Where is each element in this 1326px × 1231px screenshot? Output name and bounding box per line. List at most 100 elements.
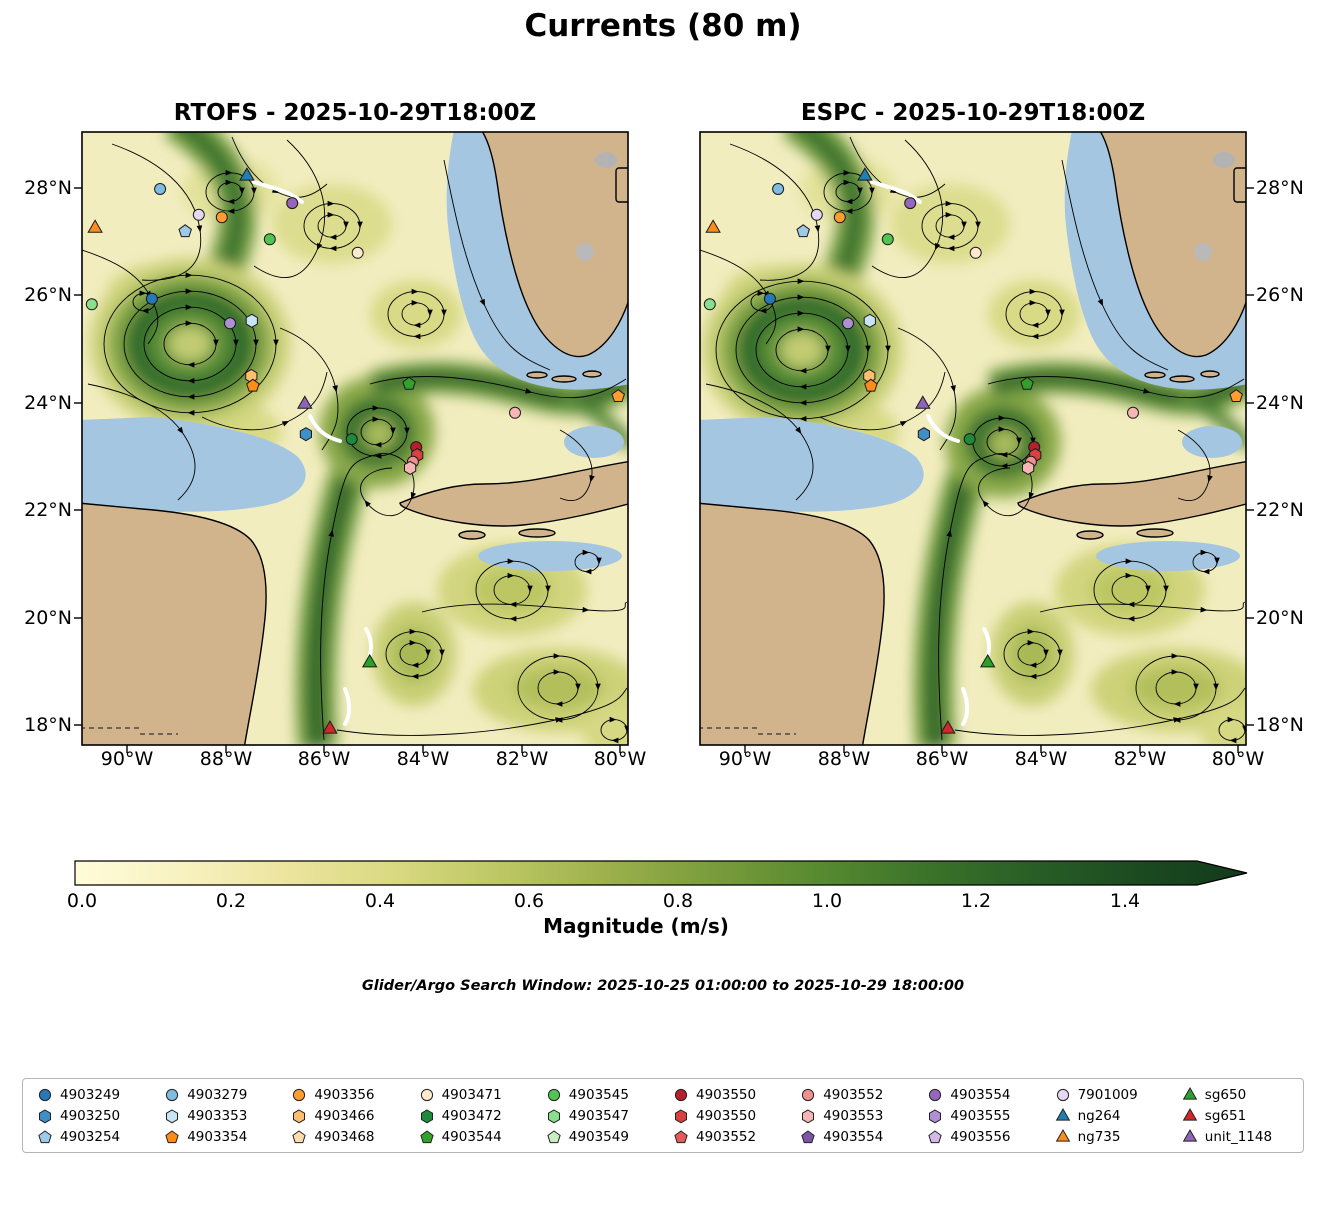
legend-item: 4903550 [663,1087,790,1103]
legend-marker-circle-icon [38,1088,52,1101]
legend-item: 4903553 [790,1108,917,1124]
colorbar-tick-label: 1.4 [1109,890,1141,912]
legend-item: 4903249 [27,1087,154,1103]
platform-marker-sg650 [361,653,378,668]
legend-item: 7901009 [1045,1087,1172,1103]
platform-marker-4903279 [154,183,167,195]
legend-item: 4903254 [27,1129,154,1145]
legend-label: sg651 [1204,1107,1247,1124]
legend-marker-circle-icon [420,1088,433,1101]
platform-markers [703,167,1243,734]
legend-label: 4903471 [441,1086,502,1103]
map-espc [699,131,1254,753]
platform-marker-7901009 [810,208,823,221]
platform-markers [85,167,625,734]
country-border-dashed [700,727,796,735]
florida-peninsula [481,132,628,358]
legend-item: sg650 [1172,1086,1299,1103]
legend-marker-hexagon-icon [929,1108,942,1123]
legend-label: 4903554 [950,1086,1011,1103]
x-tick-label: 90°W [718,748,772,770]
platform-marker-7901009 [192,208,205,221]
land [82,132,628,745]
legend-marker-pentagon-icon [38,1129,52,1143]
platform-marker-sg650 [979,653,996,668]
legend-marker-triangle-icon [1182,1086,1198,1100]
lake-okeechobee [576,243,594,261]
legend-marker-hexagon-icon [547,1108,560,1123]
legend-label: 4903466 [314,1107,375,1124]
colorbar-label: Magnitude (m/s) [543,914,729,938]
x-tick-label: 90°W [100,748,154,770]
platform-marker-4903544 [402,376,416,390]
legend-marker-pentagon-icon [292,1129,307,1143]
legend-marker-circle-icon [802,1088,815,1101]
legend-label: 4903554 [823,1128,884,1145]
legend-item: 4903250 [27,1108,154,1124]
legend-label: 4903552 [823,1086,884,1103]
y-tick-label-left: 24°N [24,392,72,414]
legend-marker-pentagon-icon [928,1129,943,1143]
platform-marker-4903545 [263,233,276,246]
colorbar-tick-label: 0.2 [215,890,247,912]
legend-item: 4903552 [790,1087,917,1103]
legend-item: 4903354 [154,1129,281,1145]
legend-label: 4903550 [695,1086,757,1103]
colorbar-tick-label: 0.4 [364,890,396,912]
platform-marker-4903547 [85,298,98,311]
platform-marker-4903354 [864,378,878,392]
platform-marker-4903279 [772,183,785,195]
legend-label: 4903254 [60,1128,121,1145]
platform-marker-4903471 [351,246,364,259]
platform-marker-4903254 [178,224,192,238]
legend-marker-hexagon-icon [166,1108,179,1123]
legend-marker-hexagon-icon [39,1108,51,1123]
platform-marker-4903544 [1020,376,1034,390]
legend-item: 4903554 [790,1129,917,1145]
legend-label: 4903472 [441,1107,502,1124]
platform-marker-4903552 [1229,389,1243,402]
x-tick-label: 88°W [817,748,871,770]
yucatan-peninsula [700,502,885,745]
legend-label: unit_1148 [1204,1128,1273,1145]
y-tick-label-left: 18°N [24,714,72,736]
platform-marker-4903554 [286,197,299,210]
legend-marker-circle-icon [293,1088,306,1101]
platform-marker-4903254 [796,224,810,238]
figure-title: Currents (80 m) [524,8,802,44]
platform-marker-4903552 [611,389,625,402]
legend-item: 4903468 [281,1129,408,1145]
y-tick-label-left: 28°N [24,177,72,199]
legend-item: 4903554 [917,1087,1044,1103]
platform-marker-sg651 [322,720,338,734]
legend-label: 7901009 [1077,1086,1138,1103]
y-tick-label-right: 28°N [1256,177,1304,199]
legend-label: 4903544 [441,1128,502,1145]
platform-marker-4903553 [1127,406,1139,419]
legend-marker-circle-icon [1056,1088,1069,1101]
platform-marker-4903356 [833,211,846,224]
legend-item: 4903353 [154,1108,281,1124]
legend-marker-triangle-icon [1182,1107,1198,1121]
legend-item: ng264 [1045,1107,1172,1124]
legend-label: 4903556 [950,1128,1011,1145]
x-tick-label: 84°W [396,748,450,770]
panel-title-rtofs: RTOFS - 2025-10-29T18:00Z [173,100,537,126]
platform-marker-4903554 [904,197,917,210]
legend-marker-pentagon-icon [547,1129,561,1143]
legend-marker-circle-icon [166,1088,179,1101]
legend-item: 4903466 [281,1108,408,1124]
legend-item: 4903279 [154,1087,281,1103]
legend-label: 4903552 [695,1128,757,1145]
x-tick-label: 82°W [495,748,549,770]
country-border-dashed [82,727,178,735]
platform-marker-sg651 [940,720,956,734]
legend-label: 4903354 [187,1128,248,1145]
legend-marker-triangle-icon [1055,1107,1070,1121]
legend-marker-triangle-icon [1055,1128,1070,1142]
lake-okeechobee [1194,243,1212,261]
platform-marker-4903547 [703,298,716,311]
platform-marker-4903250 [299,427,312,442]
legend-label: 4903549 [568,1128,629,1145]
